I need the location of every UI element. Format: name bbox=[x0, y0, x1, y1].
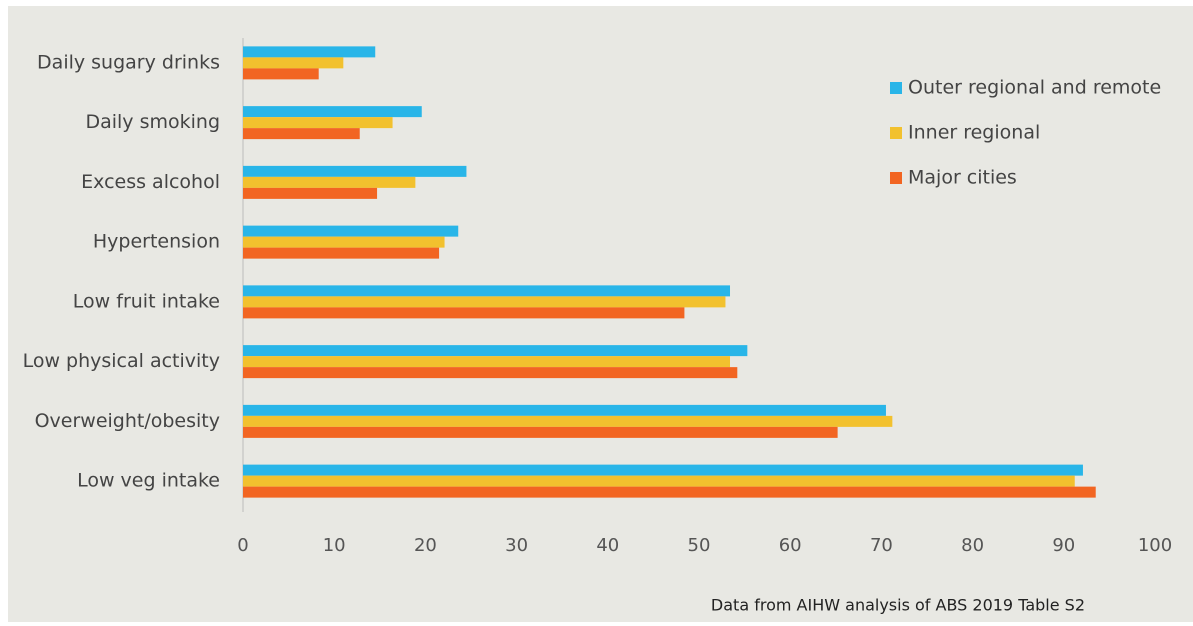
bar bbox=[243, 57, 344, 69]
x-tick-label: 40 bbox=[596, 535, 619, 556]
bar bbox=[243, 247, 440, 259]
bar bbox=[243, 464, 1083, 476]
bar bbox=[243, 68, 319, 80]
bar bbox=[243, 236, 445, 248]
y-tick-label: Excess alcohol bbox=[81, 171, 220, 193]
source-note: Data from AIHW analysis of ABS 2019 Tabl… bbox=[711, 596, 1085, 615]
x-tick-label: 50 bbox=[688, 535, 711, 556]
bar bbox=[243, 117, 393, 129]
x-tick-label: 0 bbox=[237, 535, 248, 556]
bar bbox=[243, 356, 731, 368]
y-tick-label: Low veg intake bbox=[77, 470, 220, 492]
bar bbox=[243, 307, 685, 319]
bar bbox=[243, 415, 893, 427]
x-tick-label: 10 bbox=[323, 535, 346, 556]
bar bbox=[243, 225, 459, 237]
legend-swatch bbox=[890, 82, 902, 94]
bar bbox=[243, 285, 731, 297]
bar bbox=[243, 187, 378, 199]
bar bbox=[243, 106, 422, 118]
bar bbox=[243, 345, 748, 357]
bar bbox=[243, 296, 726, 308]
legend-swatch bbox=[890, 127, 902, 139]
legend-label: Outer regional and remote bbox=[908, 77, 1161, 99]
y-tick-label: Daily sugary drinks bbox=[37, 51, 220, 73]
x-tick-label: 30 bbox=[505, 535, 528, 556]
bar bbox=[243, 475, 1075, 487]
x-tick-label: 70 bbox=[870, 535, 893, 556]
bar bbox=[243, 128, 360, 140]
bar bbox=[243, 426, 838, 438]
x-tick-label: 80 bbox=[961, 535, 984, 556]
legend-label: Major cities bbox=[908, 167, 1017, 189]
y-tick-label: Daily smoking bbox=[85, 111, 220, 133]
bar bbox=[243, 165, 467, 177]
y-tick-label: Low physical activity bbox=[23, 350, 220, 372]
bar bbox=[243, 486, 1096, 498]
x-tick-label: 20 bbox=[414, 535, 437, 556]
bar bbox=[243, 176, 416, 188]
y-tick-label: Hypertension bbox=[93, 231, 220, 253]
legend-swatch bbox=[890, 172, 902, 184]
x-tick-label: 90 bbox=[1052, 535, 1075, 556]
x-tick-label: 100 bbox=[1138, 535, 1172, 556]
y-tick-label: Overweight/obesity bbox=[35, 410, 220, 432]
y-tick-label: Low fruit intake bbox=[73, 290, 220, 312]
bar bbox=[243, 404, 886, 416]
legend-label: Inner regional bbox=[908, 122, 1040, 144]
bar bbox=[243, 367, 738, 379]
bar bbox=[243, 46, 376, 58]
x-tick-label: 60 bbox=[779, 535, 802, 556]
